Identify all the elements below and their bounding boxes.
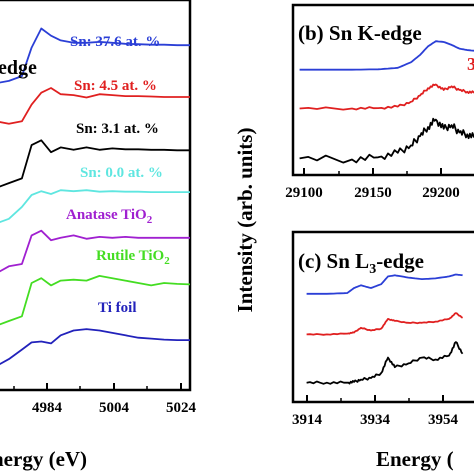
panel-c-series-line-1: [306, 273, 463, 295]
curve-label-rutile: Rutile TiO2: [96, 248, 170, 267]
curve-label-sn-0-0: Sn: 0.0 at. %: [80, 165, 163, 181]
curve-label-anatase: Anatase TiO2: [66, 207, 153, 226]
curve-label-sn-37-6: Sn: 37.6 at. %: [70, 34, 160, 50]
curve-label-sn-4-5: Sn: 4.5 at. %: [74, 78, 157, 94]
panel-c-xtick-3914: 3914: [292, 412, 323, 428]
panel-a-xlabel: Energy (eV): [0, 447, 87, 471]
panel-b-xtick-29100: 29100: [285, 185, 323, 201]
panel-b-series-line-1: [299, 40, 474, 71]
panel-a-series-line-6: [0, 275, 191, 326]
panel-a-curves: [0, 27, 191, 366]
panel-c-series-line-2: [306, 312, 464, 336]
panel-a-ticks: 4984 5004 5024: [13, 383, 197, 416]
panel-c-frame: [291, 230, 474, 404]
panel-a-xtick-4984: 4984: [32, 400, 63, 416]
panel-c-xtick-3934: 3934: [360, 412, 391, 428]
panel-b-series-line-2: [299, 83, 474, 111]
panel-b-frame: [291, 3, 474, 177]
panel-a-series-line-2: [0, 87, 190, 125]
y-axis-label: Intensity (arb. units): [233, 128, 257, 313]
panel-c-title: (c) Sn L3-edge: [298, 249, 424, 277]
panel-a-series-line-1: [0, 27, 190, 84]
curve-label-ti-foil: Ti foil: [98, 300, 136, 316]
panel-b-xtick-29200: 29200: [422, 185, 460, 201]
panel-a-series-line-4: [0, 189, 190, 224]
panel-b-series-line-3: [299, 117, 474, 164]
panel-b-red-fragment: 3: [467, 54, 474, 74]
panel-a-frame: [0, 0, 192, 392]
panel-b-xtick-29150: 29150: [354, 185, 392, 201]
panel-b-curves: [299, 40, 474, 164]
panel-c-series-line-3: [306, 341, 464, 385]
curve-label-sn-3-1: Sn: 3.1 at. %: [76, 121, 159, 137]
panel-b-ticks: 29100 29150 29200: [285, 168, 460, 201]
panel-a-series-line-7: [0, 328, 190, 366]
panel-a-xtick-5004: 5004: [99, 400, 130, 416]
panel-c-xtick-3954: 3954: [428, 412, 459, 428]
panel-c-xlabel: Energy (: [376, 447, 454, 471]
panel-b-title: (b) Sn K-edge: [298, 21, 422, 45]
panel-a-series-line-5: [0, 229, 190, 273]
panel-a-title: edge: [0, 57, 37, 79]
panel-a-labels: edge Sn: 37.6 at. % Sn: 4.5 at. % Sn: 3.…: [0, 34, 170, 316]
panel-a-series-line-3: [0, 139, 190, 188]
panel-a-xtick-5024: 5024: [166, 400, 197, 416]
panel-c-curves: [306, 273, 464, 385]
panel-c-ticks: 3914 3934 3954: [292, 395, 459, 428]
